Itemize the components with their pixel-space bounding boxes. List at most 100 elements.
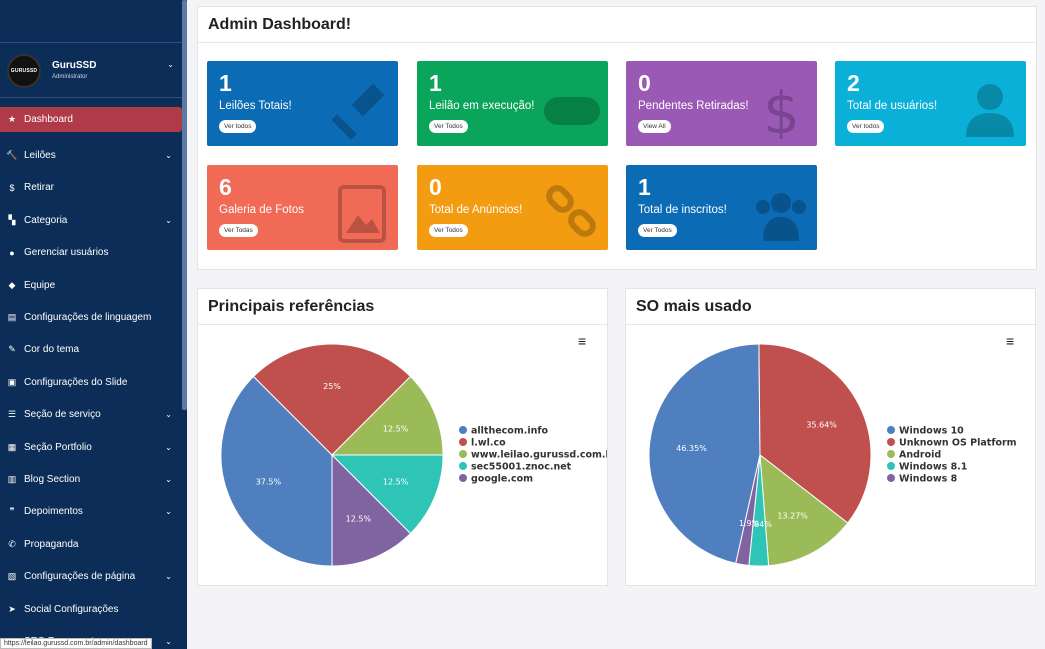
sidebar-item-15[interactable]: ➤ Social Configurações bbox=[0, 593, 182, 625]
panel-divider bbox=[626, 324, 1035, 325]
view-all-button[interactable]: Ver Todas bbox=[219, 224, 258, 237]
user-icon: ● bbox=[9, 247, 15, 258]
legend-item[interactable]: Windows 8.1 bbox=[899, 462, 967, 473]
pie-slice[interactable] bbox=[330, 454, 444, 535]
profile-name: GuruSSD bbox=[52, 60, 97, 71]
language-icon: ▤ bbox=[7, 312, 17, 323]
profile-role: Administrator bbox=[52, 74, 88, 80]
sidebar-item-7[interactable]: ✎ Cor do tema bbox=[0, 334, 182, 366]
pie-slice[interactable] bbox=[220, 375, 333, 567]
sidebar-item-2[interactable]: $ Retirar bbox=[0, 172, 182, 204]
sidebar-item-11[interactable]: ▥ Blog Section ⌄ bbox=[0, 463, 182, 495]
send-icon: ➤ bbox=[8, 603, 16, 614]
sidebar-scrollbar[interactable] bbox=[182, 0, 187, 410]
avatar: GURUSSD bbox=[7, 54, 41, 88]
pie-slice[interactable] bbox=[759, 453, 849, 567]
sidebar-divider bbox=[0, 97, 182, 98]
legend-item[interactable]: Windows 10 bbox=[899, 426, 964, 437]
stat-number: 2 bbox=[847, 70, 860, 96]
view-all-button[interactable]: Ver todos bbox=[219, 120, 257, 133]
stat-card: 1 Leilões Totais! Ver todos bbox=[207, 61, 398, 146]
pie-slice[interactable] bbox=[252, 343, 412, 456]
svg-text:$: $ bbox=[763, 79, 800, 139]
sidebar-menu: ★ Dashboard 🔨 Leilões ⌄ $ Retirar ▚ Categoria ⌄ ● G… bbox=[0, 107, 182, 649]
legend-marker bbox=[887, 462, 895, 470]
sidebar-item-label: Social Configurações bbox=[24, 603, 119, 615]
pie-data-label: 37.5% bbox=[256, 477, 282, 486]
stat-label: Leilão em execução! bbox=[429, 100, 535, 112]
sidebar-item-label: Categoria bbox=[24, 214, 68, 226]
pie-data-label: 25% bbox=[323, 382, 341, 391]
chart-menu-icon[interactable]: ≡ bbox=[1006, 333, 1015, 349]
referrals-panel: Principais referências ≡ 37.5% 25% 12.5% 12… bbox=[197, 288, 608, 586]
sidebar-item-8[interactable]: ▣ Configurações do Slide bbox=[0, 366, 182, 398]
legend-marker bbox=[459, 450, 467, 458]
sidebar-item-label: Equipe bbox=[24, 279, 56, 291]
stat-number: 0 bbox=[638, 70, 651, 96]
legend-marker bbox=[887, 474, 895, 482]
sidebar-divider bbox=[0, 42, 182, 43]
legend-item[interactable]: l.wl.co bbox=[471, 438, 506, 449]
sidebar-item-13[interactable]: ✆ Propaganda bbox=[0, 528, 182, 560]
os-pie-chart: 46.35% 35.64% 13.27% 2.84%1.9% Windows 10Unk… bbox=[648, 343, 1017, 567]
stat-number: 1 bbox=[638, 174, 651, 200]
legend-item[interactable]: google.com bbox=[471, 474, 533, 485]
legend-item[interactable]: allthecom.info bbox=[471, 426, 548, 437]
dollar-icon: $ bbox=[9, 182, 15, 193]
sidebar-item-5[interactable]: ◆ Equipe bbox=[0, 269, 182, 301]
legend-item[interactable]: Windows 8 bbox=[899, 474, 958, 485]
status-bar-url: https://leilao.gurussd.com.br/admin/dash… bbox=[0, 638, 152, 649]
chart-menu-icon[interactable]: ≡ bbox=[578, 333, 587, 349]
sidebar-item-10[interactable]: ▦ Seção Portfolio ⌄ bbox=[0, 431, 182, 463]
sidebar-item-label: Configurações de página bbox=[24, 571, 136, 583]
stat-card: $0 Pendentes Retiradas! View All bbox=[626, 61, 817, 146]
sidebar-item-4[interactable]: ● Gerenciar usuários bbox=[0, 237, 182, 269]
stat-number: 6 bbox=[219, 174, 232, 200]
legend-marker bbox=[459, 438, 467, 446]
sidebar-item-1[interactable]: 🔨 Leilões ⌄ bbox=[0, 139, 182, 171]
pie-data-label: 12.5% bbox=[383, 425, 409, 434]
sidebar-item-12[interactable]: ❞ Depoimentos ⌄ bbox=[0, 496, 182, 528]
pie-slice[interactable] bbox=[330, 375, 444, 456]
pie-slice[interactable] bbox=[758, 343, 872, 524]
legend-item[interactable]: www.leilao.gurussd.com.br bbox=[471, 450, 607, 461]
sidebar-item-9[interactable]: ☰ Seção de serviço ⌄ bbox=[0, 399, 182, 431]
sidebar-item-0[interactable]: ★ Dashboard bbox=[0, 107, 182, 132]
chevron-down-icon: ⌄ bbox=[167, 60, 174, 69]
pie-slice[interactable] bbox=[331, 453, 412, 567]
pie-data-label: 35.64% bbox=[806, 420, 837, 429]
chevron-down-icon: ⌄ bbox=[165, 636, 172, 646]
chevron-down-icon: ⌄ bbox=[165, 474, 172, 484]
pie-data-label: 46.35% bbox=[676, 444, 707, 453]
stat-label: Leilões Totais! bbox=[219, 100, 292, 112]
referrals-pie-chart: 37.5% 25% 12.5% 12.5% 12.5% allthecom.infol.w… bbox=[220, 343, 607, 567]
legend-marker bbox=[887, 450, 895, 458]
stat-card: 0 Total de Anúncios! Ver Todos bbox=[417, 165, 608, 250]
chevron-down-icon: ⌄ bbox=[165, 410, 172, 420]
legend-marker bbox=[459, 462, 467, 470]
view-all-button[interactable]: Ver Todos bbox=[429, 120, 468, 133]
legend-item[interactable]: Android bbox=[899, 450, 941, 461]
pie-slice[interactable] bbox=[648, 343, 761, 564]
view-all-button[interactable]: Ver todos bbox=[847, 120, 885, 133]
referrals-title: Principais referências bbox=[208, 298, 375, 315]
sidebar-item-label: Leilões bbox=[24, 150, 56, 162]
stat-number: 0 bbox=[429, 174, 442, 200]
legend-item[interactable]: Unknown OS Platform bbox=[899, 438, 1017, 449]
view-all-button[interactable]: View All bbox=[638, 120, 671, 133]
image-icon: ▣ bbox=[7, 376, 17, 387]
page-icon: ▧ bbox=[7, 571, 17, 582]
legend-item[interactable]: sec55001.znoc.net bbox=[471, 462, 572, 473]
sidebar-item-6[interactable]: ▤ Configurações de linguagem bbox=[0, 301, 182, 333]
sidebar-item-label: Propaganda bbox=[24, 538, 79, 550]
stat-label: Total de inscritos! bbox=[638, 204, 727, 216]
sidebar-item-3[interactable]: ▚ Categoria ⌄ bbox=[0, 204, 182, 236]
view-all-button[interactable]: Ver Todos bbox=[638, 224, 677, 237]
sitemap-icon: ▚ bbox=[8, 214, 16, 225]
sidebar-item-14[interactable]: ▧ Configurações de página ⌄ bbox=[0, 560, 182, 592]
stat-label: Pendentes Retiradas! bbox=[638, 100, 749, 112]
view-all-button[interactable]: Ver Todos bbox=[429, 224, 468, 237]
pie-slice[interactable] bbox=[735, 454, 761, 566]
os-panel: SO mais usado ≡ 46.35% 35.64% 13.27% 2.84% 1… bbox=[625, 288, 1036, 586]
profile-menu[interactable]: GURUSSD GuruSSD Administrator ⌄ bbox=[0, 50, 182, 90]
